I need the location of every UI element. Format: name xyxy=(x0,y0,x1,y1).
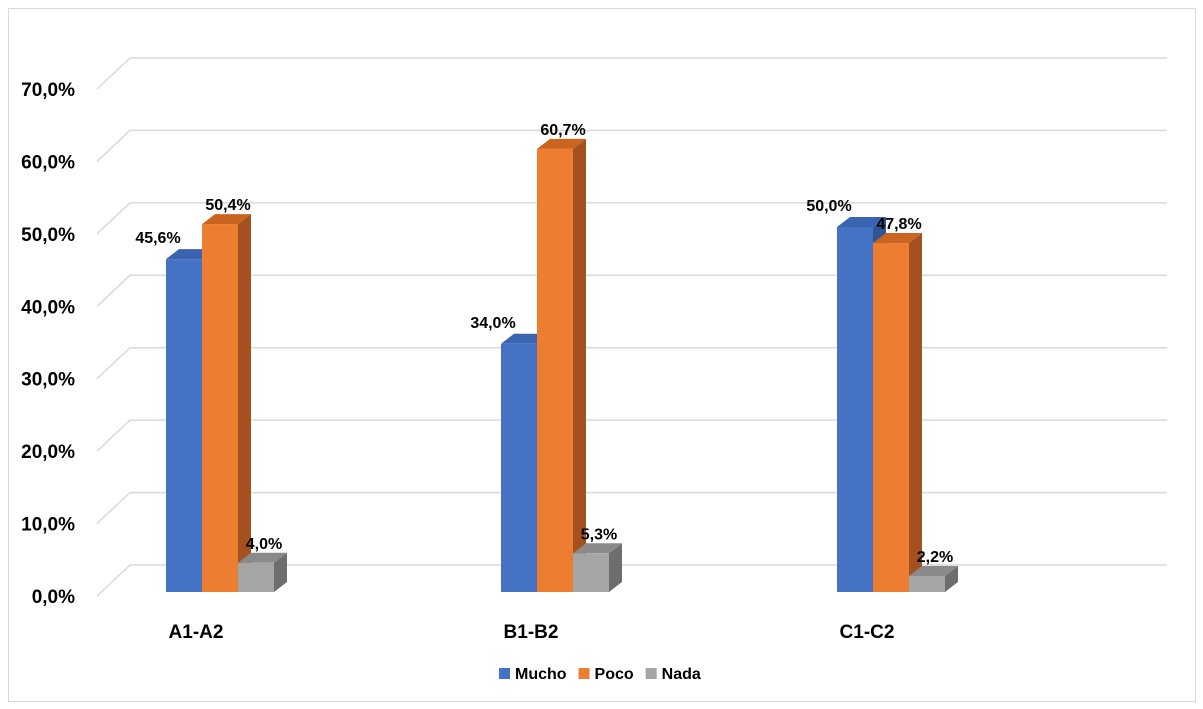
bar-chart: 0,0%10,0%20,0%30,0%40,0%50,0%60,0%70,0% … xyxy=(21,57,1167,683)
bar-nada-c1-c2 xyxy=(909,565,958,592)
y-tick-label: 30,0% xyxy=(21,370,75,391)
gridlines xyxy=(96,57,1167,597)
bar-top xyxy=(573,543,622,554)
bar-top xyxy=(238,552,287,563)
y-tick-label: 40,0% xyxy=(21,297,75,318)
data-label: 50,4% xyxy=(205,197,250,214)
data-label: 34,0% xyxy=(470,315,515,332)
gridline xyxy=(96,419,1167,452)
bar-poco-b1-b2 xyxy=(537,138,586,592)
y-tick-label: 10,0% xyxy=(21,515,75,536)
legend-label: Mucho xyxy=(515,666,567,683)
legend-label: Poco xyxy=(595,666,634,683)
bar-front xyxy=(837,227,873,592)
bar-front xyxy=(909,575,945,592)
bars xyxy=(166,138,958,592)
data-label: 45,6% xyxy=(135,230,180,247)
bar-side xyxy=(238,214,251,592)
bar-poco-a1-a2 xyxy=(202,214,251,592)
data-label: 5,3% xyxy=(581,526,617,543)
y-tick-label: 20,0% xyxy=(21,442,75,463)
bar-front xyxy=(238,562,274,592)
y-tick-label: 70,0% xyxy=(21,80,75,101)
bar-front xyxy=(573,553,609,592)
bar-top xyxy=(837,217,886,227)
gridline xyxy=(96,346,1167,380)
bar-nada-b1-b2 xyxy=(573,543,622,592)
bar-front xyxy=(202,224,238,592)
y-axis-tick-labels: 0,0% 10,0% 20,0% 30,0% 40,0% 50,0% 60,0% 70,0% xyxy=(21,80,75,608)
legend-label: Nada xyxy=(662,666,701,683)
data-label: 4,0% xyxy=(246,536,282,553)
bar-front xyxy=(873,243,909,592)
data-label: 47,8% xyxy=(876,216,921,233)
chart-frame: 0,0% 10,0% 20,0% 30,0% 40,0% 50,0% 60,0% 70,0% … xyxy=(8,8,1196,702)
category-label: C1-C2 xyxy=(840,622,895,643)
bar-side xyxy=(573,138,586,592)
bar-nada-a1-a2 xyxy=(238,552,287,592)
legend-swatch xyxy=(499,668,510,679)
data-label: 60,7% xyxy=(540,122,585,139)
y-tick-label: 0,0% xyxy=(32,587,75,608)
bar-front xyxy=(501,343,537,592)
gridline xyxy=(96,57,1167,90)
bar-top xyxy=(909,565,958,576)
data-label: 50,0% xyxy=(806,198,851,215)
bar-top xyxy=(873,233,922,244)
bar-side xyxy=(945,565,958,592)
data-labels: 45,6% 50,4% 4,0% 34,0% 60,7% 5,3% 50,0% 47,8% 2,… xyxy=(135,122,953,566)
legend: Mucho Poco Nada xyxy=(499,666,701,683)
bar-side xyxy=(274,552,287,592)
gridline xyxy=(96,129,1167,162)
category-label: A1-A2 xyxy=(169,622,224,643)
gridline xyxy=(96,491,1167,525)
bar-top xyxy=(537,138,586,149)
data-label: 2,2% xyxy=(917,549,953,566)
gridline xyxy=(96,274,1167,307)
legend-item-poco: Poco xyxy=(578,666,634,683)
bar-front xyxy=(537,148,573,592)
gridline xyxy=(96,564,1167,597)
bar-side xyxy=(609,543,622,592)
legend-item-nada: Nada xyxy=(645,666,701,683)
bar-poco-c1-c2 xyxy=(873,233,922,592)
y-tick-label: 50,0% xyxy=(21,225,75,246)
category-label: B1-B2 xyxy=(504,622,559,643)
gridline xyxy=(96,202,1167,235)
y-tick-label: 60,0% xyxy=(21,152,75,173)
legend-swatch xyxy=(578,668,590,679)
bar-side xyxy=(909,233,922,592)
legend-swatch xyxy=(645,668,657,679)
x-axis-category-labels: A1-A2 B1-B2 C1-C2 xyxy=(169,622,895,643)
legend-item-mucho: Mucho xyxy=(499,666,567,683)
bar-top xyxy=(202,214,251,225)
bar-front xyxy=(166,259,202,592)
